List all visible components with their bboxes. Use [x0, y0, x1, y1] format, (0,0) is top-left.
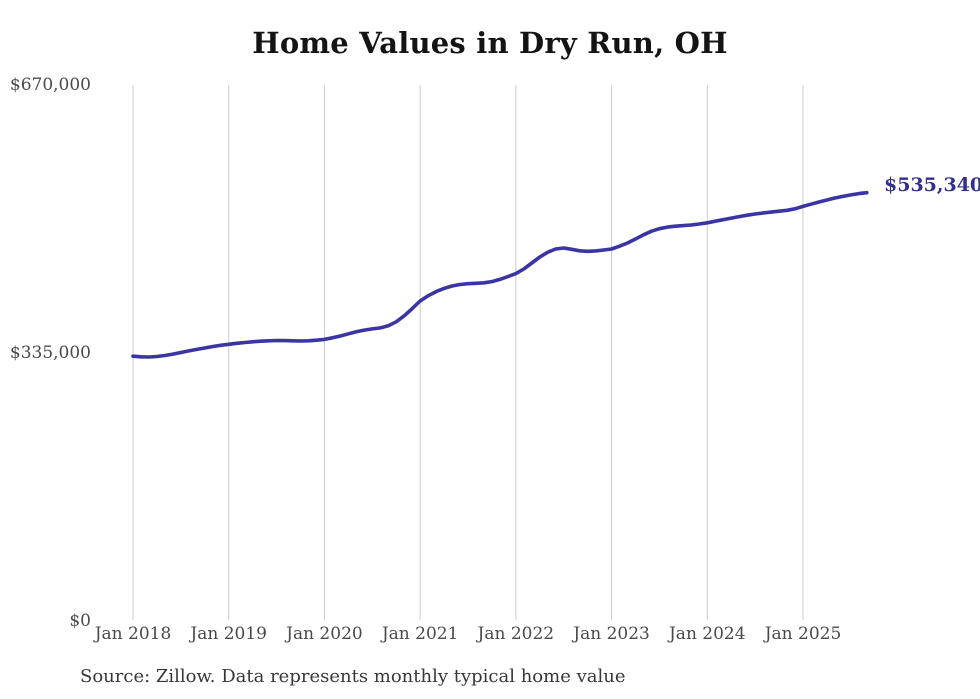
- x-tick-label: Jan 2020: [286, 624, 363, 644]
- x-tick-label: Jan 2022: [477, 624, 555, 644]
- y-tick-label: $335,000: [9, 343, 91, 363]
- x-tick-label: Jan 2024: [668, 624, 746, 644]
- y-tick-label: $0: [69, 611, 91, 631]
- x-tick-label: Jan 2025: [764, 624, 842, 644]
- x-tick-label: Jan 2018: [94, 624, 172, 644]
- home-value-series-line: [131, 190, 869, 359]
- y-tick-label: $670,000: [9, 75, 91, 95]
- chart-title: Home Values in Dry Run, OH: [252, 26, 728, 60]
- x-tick-label: Jan 2023: [573, 624, 650, 644]
- final-value-label: $535,340: [884, 174, 980, 196]
- x-tick-label: Jan 2019: [190, 624, 267, 644]
- x-tick-label: Jan 2021: [381, 624, 459, 644]
- source-note: Source: Zillow. Data represents monthly …: [80, 666, 626, 687]
